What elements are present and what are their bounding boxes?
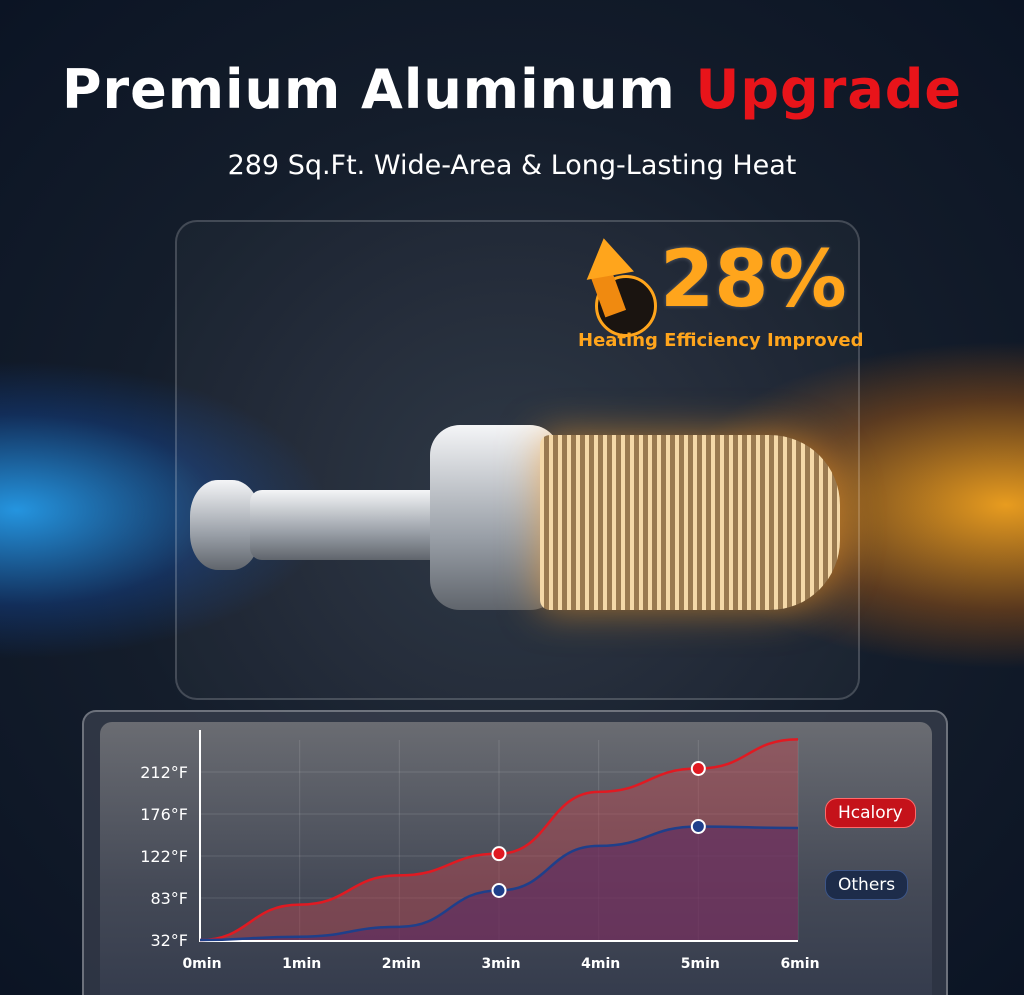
fan-cap [190, 480, 260, 570]
x-tick-label: 5min [681, 956, 720, 972]
data-marker-others [690, 818, 706, 834]
heater-core-illustration [190, 420, 850, 630]
y-tick-label: 83°F [150, 889, 188, 908]
efficiency-caption: Heating Efficiency Improved [578, 330, 864, 351]
legend-hcalory: Hcalory [825, 798, 916, 828]
data-marker-hcalory [690, 761, 706, 776]
y-tick-label: 212°F [140, 763, 188, 782]
x-tick-label: 6min [780, 956, 819, 972]
data-marker-hcalory [491, 846, 507, 862]
heater-outline [175, 220, 860, 700]
motor-housing [430, 425, 560, 610]
legend-others: Others [825, 870, 909, 900]
x-tick-label: 3min [481, 956, 520, 972]
page-title: Premium Aluminum Upgrade [0, 58, 1024, 121]
series-area-others [200, 826, 798, 940]
title-main: Premium Aluminum [61, 58, 676, 121]
title-accent: Upgrade [695, 58, 963, 121]
y-tick-label: 32°F [150, 931, 188, 950]
subtitle: 289 Sq.Ft. Wide-Area & Long-Lasting Heat [227, 150, 797, 181]
efficiency-badge: 28% Heating Efficiency Improved [575, 230, 875, 360]
motor-shaft [250, 490, 450, 560]
y-tick-label: 176°F [140, 805, 188, 824]
data-marker-others [491, 882, 507, 898]
x-tick-label: 4min [581, 956, 620, 972]
x-tick-label: 2min [382, 956, 421, 972]
x-tick-label: 1min [282, 956, 321, 972]
x-tick-label: 0min [182, 956, 221, 972]
y-tick-label: 122°F [140, 847, 188, 866]
efficiency-value: 28% [660, 235, 847, 325]
aluminum-heat-exchanger [540, 435, 840, 610]
